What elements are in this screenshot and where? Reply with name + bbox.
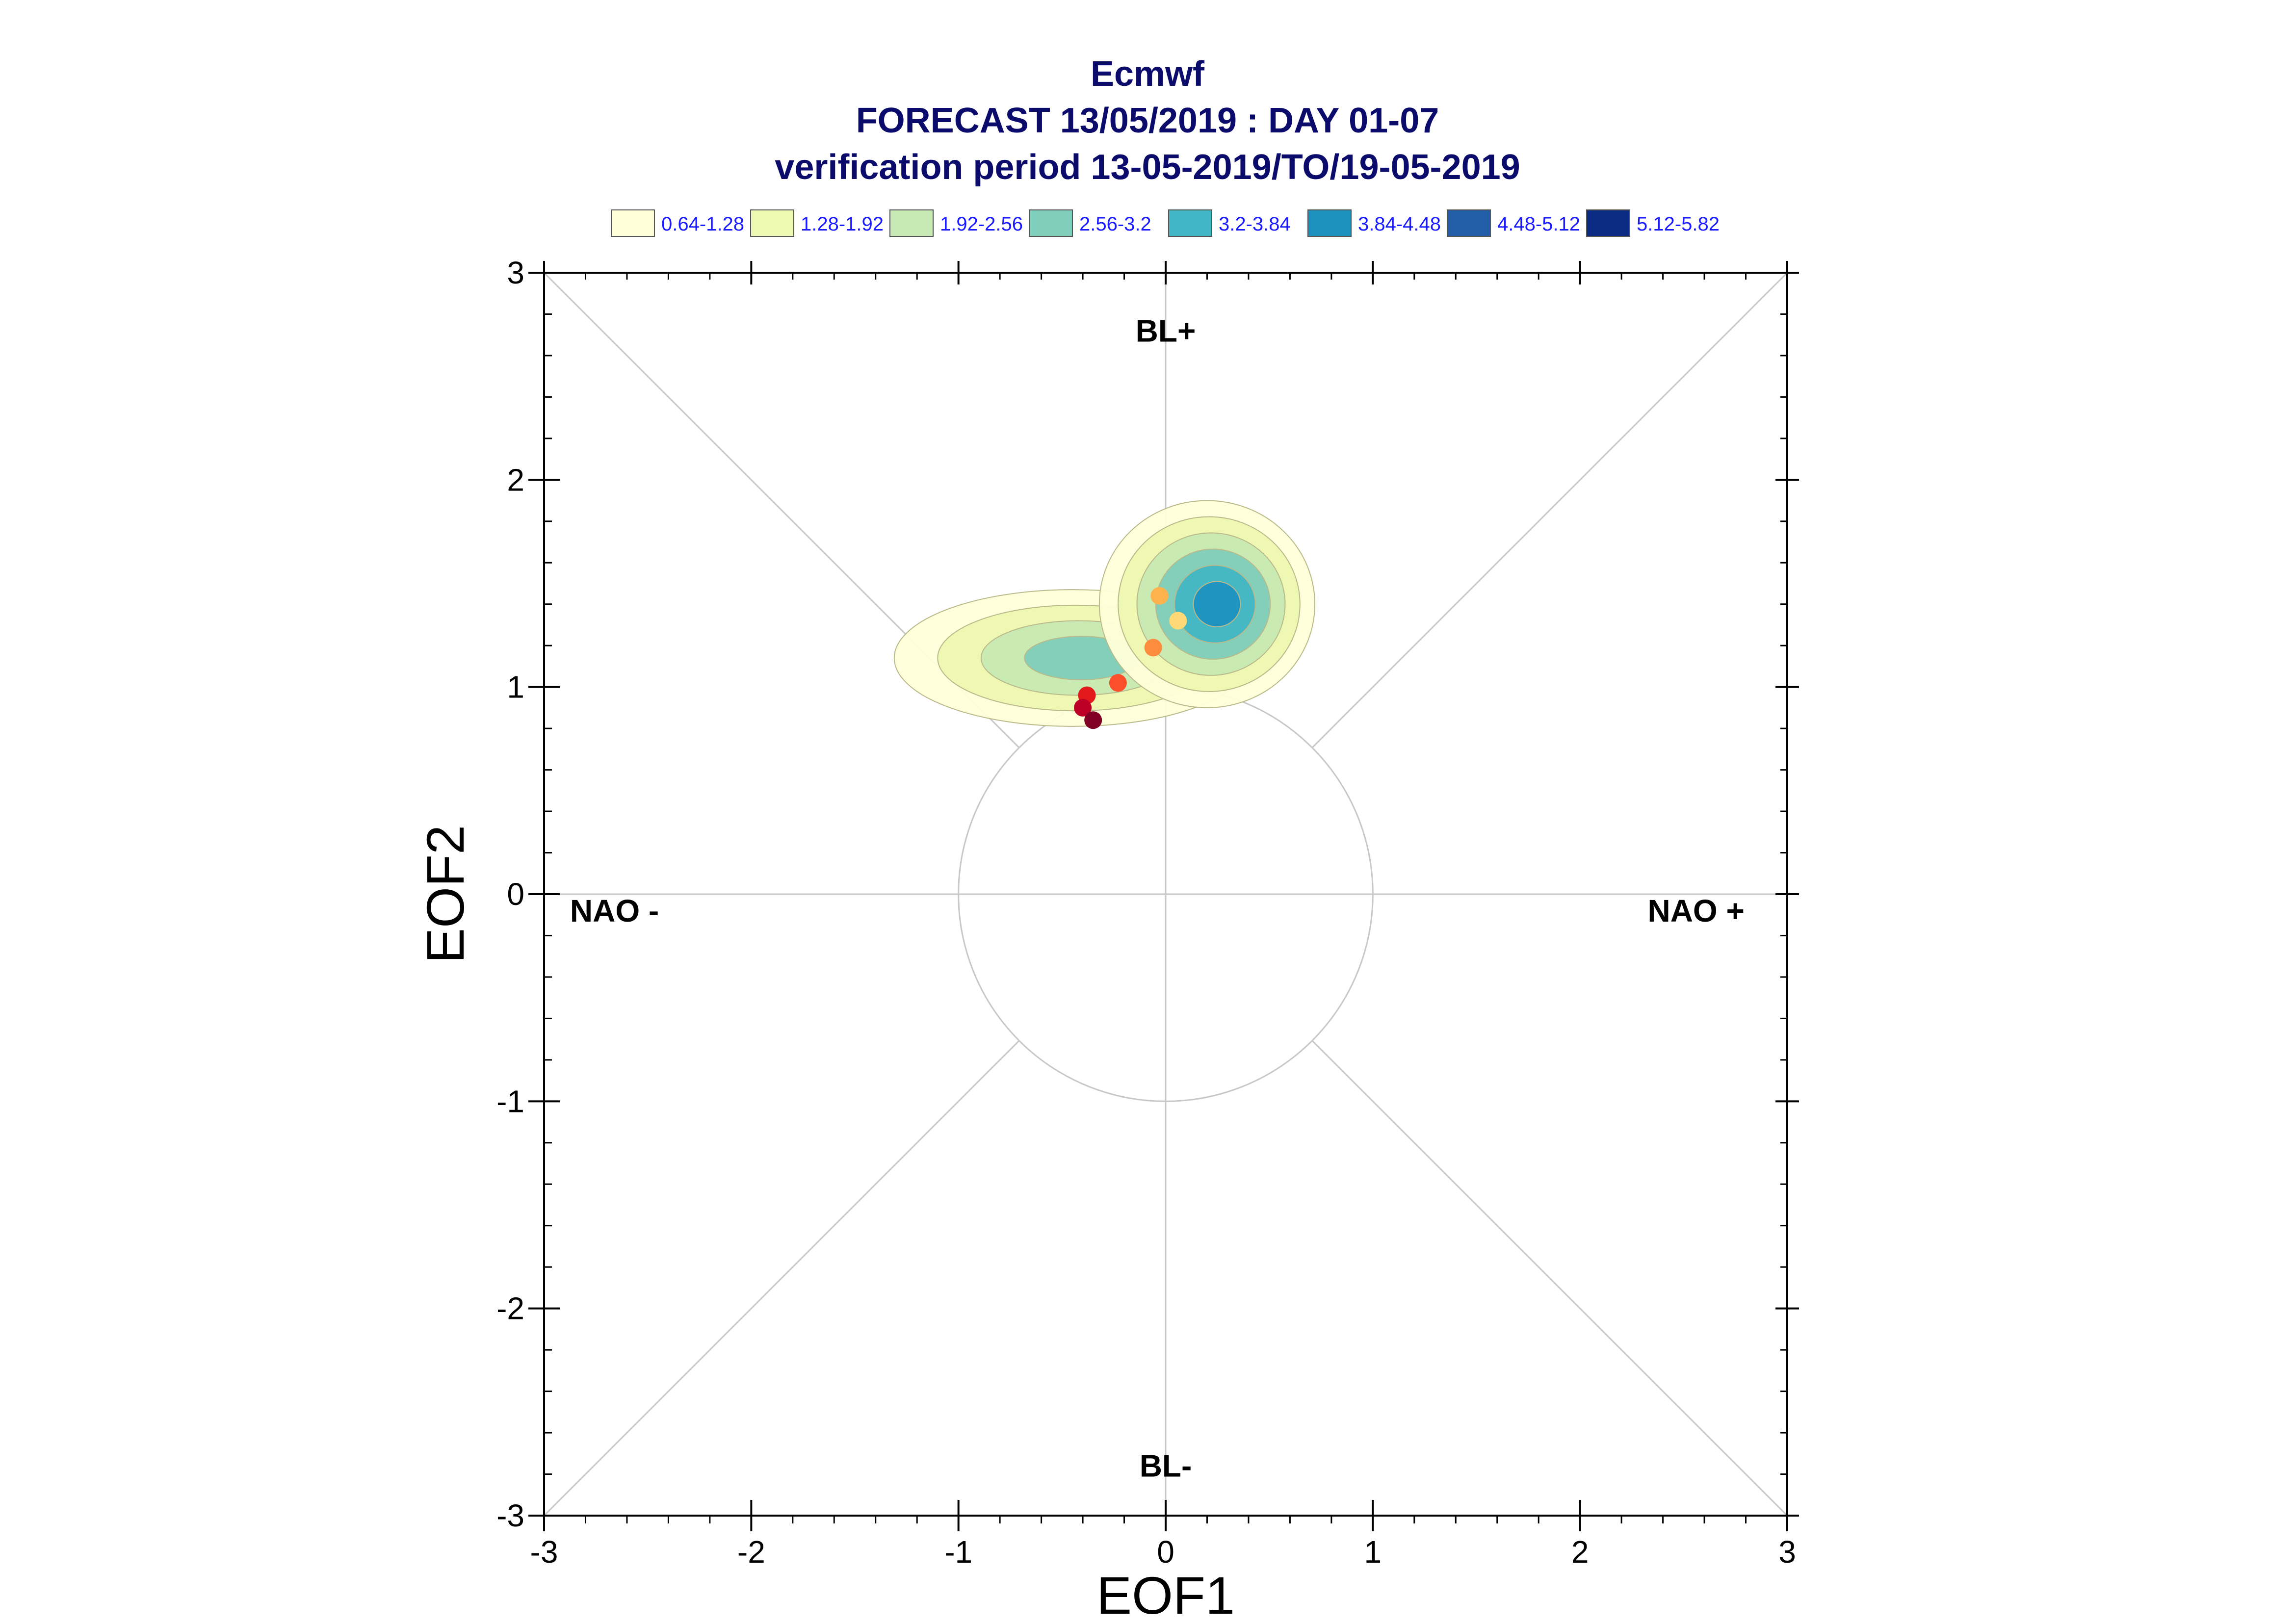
y-tick-label: -2: [496, 1291, 524, 1326]
regime-label-nao-plus: NAO +: [1647, 893, 1744, 928]
forecast-point: [1074, 698, 1092, 717]
legend-label: 3.2-3.84: [1219, 213, 1291, 235]
x-tick-label: -2: [737, 1534, 765, 1570]
forecast-point: [1169, 612, 1187, 630]
axis-ticks: -3 -2 -1 0 1 2 3 -3 -2 -1 0 1 2 3: [496, 255, 1799, 1570]
legend-swatch: [1447, 209, 1491, 237]
legend-swatch: [1029, 209, 1073, 237]
forecast-point: [1109, 674, 1127, 692]
density-level: [1193, 581, 1241, 627]
legend-swatch: [750, 209, 794, 237]
chart-title-line-3: verification period 13-05-2019/TO/19-05-…: [775, 148, 1520, 187]
legend-label: 1.92-2.56: [940, 213, 1023, 235]
x-tick-label: 0: [1157, 1534, 1174, 1570]
x-axis-label: EOF1: [1096, 1566, 1235, 1624]
legend-label: 1.28-1.92: [801, 213, 884, 235]
forecast-point: [1144, 639, 1162, 657]
legend-swatch: [1307, 209, 1352, 237]
legend-swatch: [1586, 209, 1630, 237]
legend-swatch: [889, 209, 934, 237]
y-tick-label: 2: [507, 462, 524, 497]
forecast-point: [1150, 587, 1169, 605]
y-axis-label: EOF2: [416, 825, 475, 963]
y-tick-label: 1: [507, 670, 524, 705]
x-tick-label: -1: [944, 1534, 972, 1570]
y-tick-label: 0: [507, 876, 524, 912]
legend-swatch: [611, 209, 655, 237]
legend-swatch: [1168, 209, 1212, 237]
x-tick-label: 2: [1571, 1534, 1589, 1570]
x-tick-label: 1: [1364, 1534, 1382, 1570]
regime-label-nao-minus: NAO -: [570, 893, 659, 928]
chart-title-line-2: FORECAST 13/05/2019 : DAY 01-07: [856, 101, 1439, 140]
legend-label: 0.64-1.28: [661, 213, 744, 235]
regime-label-bl-plus: BL+: [1136, 313, 1196, 348]
diagonal-guide: [543, 1040, 1020, 1517]
regime-label-bl-minus: BL-: [1140, 1448, 1192, 1484]
legend: 0.64-1.28 1.28-1.92 1.92-2.56 2.56-3.2 3.2-3…: [611, 209, 1720, 237]
guide-lines: [543, 272, 1788, 1517]
legend-label: 2.56-3.2: [1079, 213, 1151, 235]
x-tick-label: 3: [1778, 1534, 1796, 1570]
y-tick-label: -3: [496, 1498, 524, 1533]
forecast-points: [1074, 587, 1187, 729]
legend-label: 5.12-5.82: [1637, 213, 1720, 235]
legend-label: 4.48-5.12: [1497, 213, 1580, 235]
y-tick-label: -1: [496, 1083, 524, 1119]
x-tick-label: -3: [530, 1534, 558, 1570]
legend-label: 3.84-4.48: [1358, 213, 1441, 235]
chart-title-line-1: Ecmwf: [1091, 54, 1205, 94]
forecast-point: [1084, 711, 1102, 729]
diagonal-guide: [1311, 1040, 1788, 1517]
diagonal-guide: [1311, 272, 1788, 748]
density-contours: [893, 500, 1316, 727]
y-tick-label: 3: [507, 255, 524, 290]
